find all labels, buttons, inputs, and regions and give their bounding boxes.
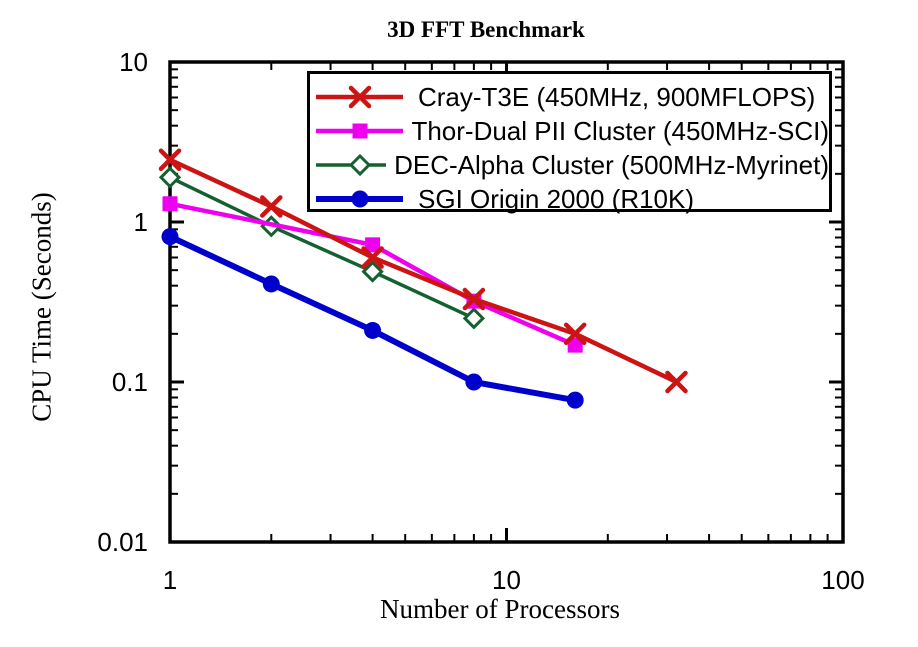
y-tick-label-1: 1: [134, 207, 148, 237]
marker-filled-square: [365, 237, 381, 253]
marker-x: [361, 246, 384, 269]
marker-x: [348, 85, 372, 109]
marker-open-diamond: [348, 153, 372, 177]
legend-sample-cray-t3e: [316, 85, 403, 109]
marker-filled-circle: [364, 321, 382, 339]
x-tick-label-10: 10: [492, 565, 521, 595]
marker-x: [563, 322, 587, 346]
marker-filled-square: [352, 123, 368, 139]
x-axis-title: Number of Processors: [380, 594, 620, 624]
series-dec-alpha: [158, 166, 486, 330]
legend-label-thor-dual: Thor-Dual PII Cluster (450MHz-SCI): [411, 116, 829, 146]
marker-filled-circle: [161, 228, 179, 246]
legend-label-sgi: SGI Origin 2000 (R10K): [418, 184, 695, 214]
marker-filled-square: [567, 337, 583, 353]
legend-sample-dec-alpha: [316, 153, 387, 177]
y-tick-label-10: 10: [119, 47, 148, 77]
legend-sample-thor-dual: [316, 123, 403, 139]
series-line-dec-alpha: [168, 175, 476, 321]
chart-title: 3D FFT Benchmark: [387, 17, 585, 42]
series-cray-t3e: [158, 148, 688, 394]
legend-label-cray-t3e: Cray-T3E (450MHz, 900MFLOPS): [418, 82, 816, 112]
x-tick-label-100: 100: [821, 565, 864, 595]
y-tick-label-0-01: 0.01: [97, 527, 148, 557]
series-sgi: [161, 228, 584, 409]
legend-item-thor-dual: Thor-Dual PII Cluster (450MHz-SCI): [310, 114, 829, 148]
legend-box: Cray-T3E (450MHz, 900MFLOPS) Thor-Dual PI…: [307, 71, 832, 212]
legend-item-cray-t3e: Cray-T3E (450MHz, 900MFLOPS): [310, 80, 829, 114]
marker-x: [260, 195, 283, 218]
marker-open-diamond: [462, 307, 486, 330]
series-line-cray-t3e: [167, 157, 679, 385]
marker-x: [665, 370, 688, 394]
y-tick-label-0-1: 0.1: [112, 367, 148, 397]
legend-item-sgi: SGI Origin 2000 (R10K): [310, 182, 829, 216]
marker-x: [158, 148, 182, 171]
series-line-thor-dual: [167, 201, 578, 348]
marker-filled-circle: [465, 373, 483, 391]
marker-filled-square: [162, 196, 178, 212]
marker-open-diamond: [361, 260, 384, 283]
marker-filled-circle: [351, 190, 369, 208]
marker-open-diamond: [158, 166, 182, 189]
legend-label-dec-alpha: DEC-Alpha Cluster (500MHz-Myrinet): [394, 150, 829, 180]
x-tick-label-1: 1: [163, 565, 177, 595]
marker-filled-circle: [566, 391, 584, 409]
marker-filled-circle: [262, 275, 280, 293]
legend-item-dec-alpha: DEC-Alpha Cluster (500MHz-Myrinet): [310, 148, 829, 182]
legend-sample-sgi: [316, 190, 403, 208]
marker-x: [462, 287, 486, 311]
